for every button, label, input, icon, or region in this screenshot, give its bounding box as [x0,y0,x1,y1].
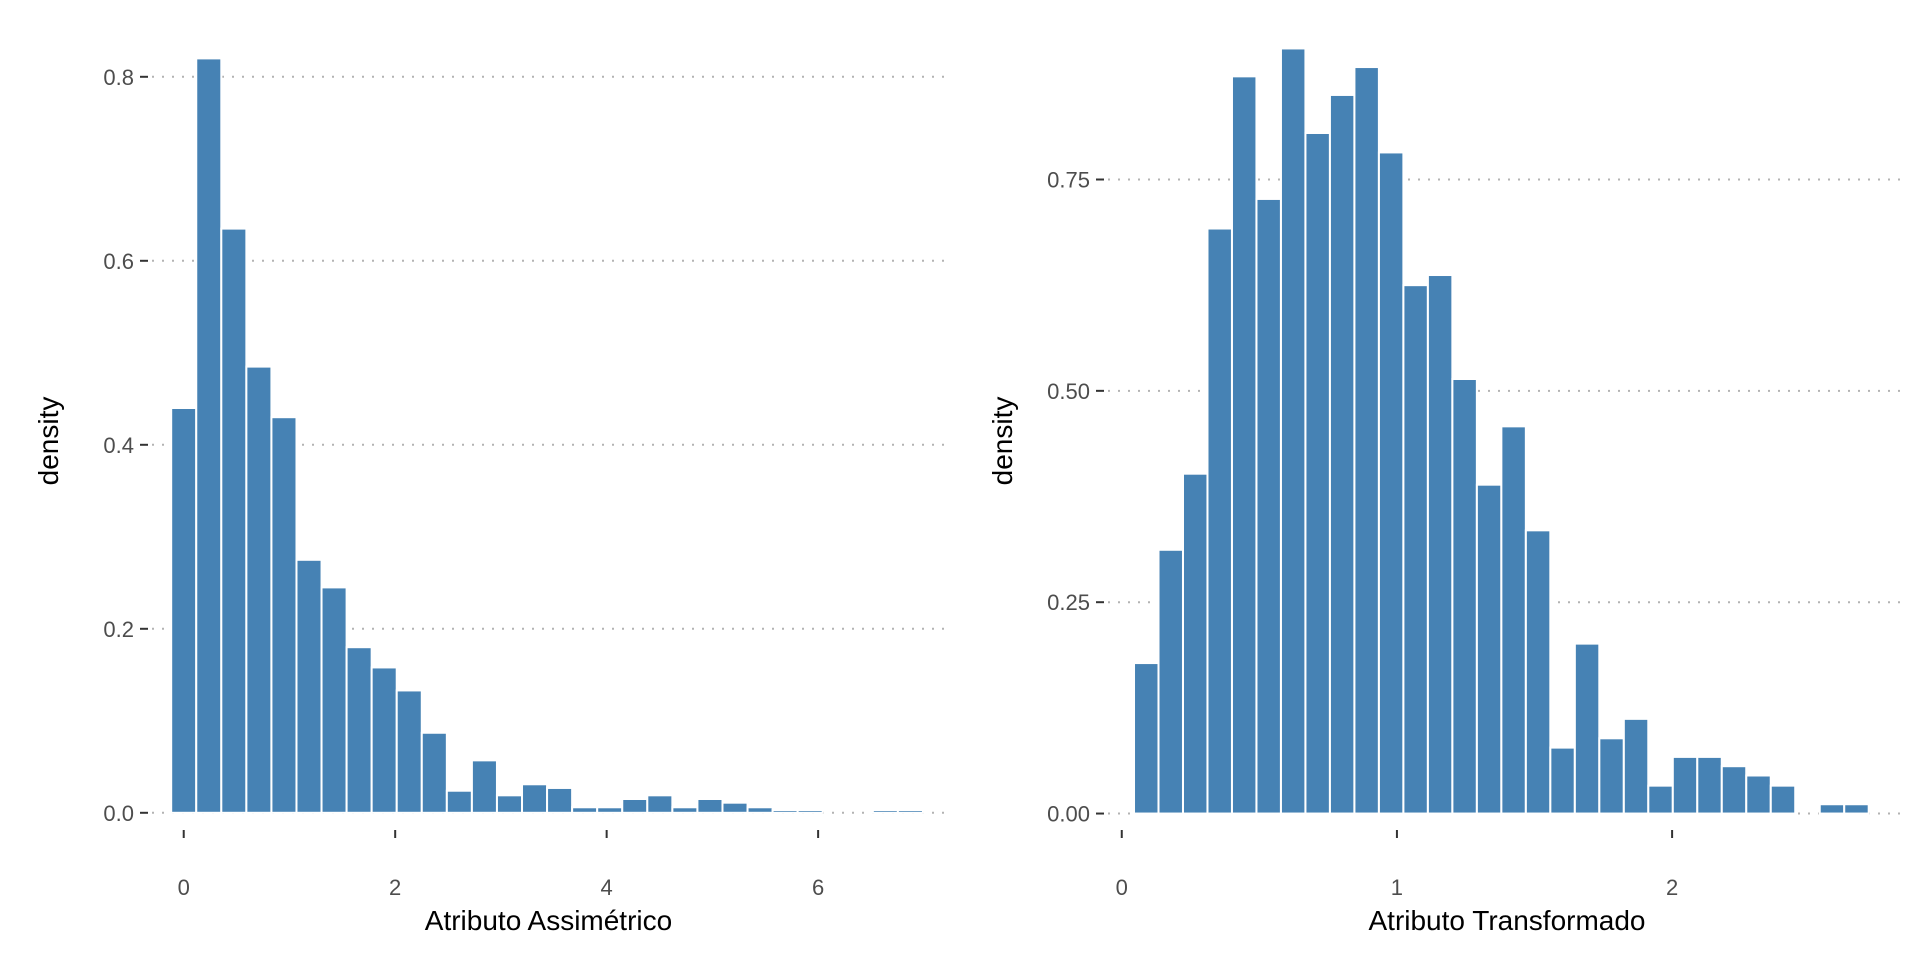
histogram-bar [1133,662,1160,815]
histogram-bar [245,365,273,814]
x-axis-title: Atributo Transformado [1368,905,1645,936]
histogram-bar [170,407,198,814]
histogram-bar [445,789,473,814]
x-tick-label: 0 [1116,875,1128,900]
histogram-bar [796,809,824,814]
histogram-bar [1451,378,1478,815]
y-tick-label: 0.00 [1047,802,1090,827]
y-tick-label: 0.4 [103,433,134,458]
histogram-bar [1475,483,1503,815]
histogram-bar [470,759,498,814]
x-tick-label: 0 [178,875,190,900]
histogram-bar [1377,151,1405,815]
histogram-bar [571,806,599,814]
x-tick-label: 1 [1391,875,1403,900]
histogram-bar [1671,755,1699,815]
histogram-bar [896,809,924,814]
histogram-bar [621,798,649,814]
histogram-bar [646,794,674,814]
x-axis-title: Atributo Assimétrico [425,905,672,936]
histogram-bar [521,783,549,814]
histogram-bar [1402,284,1429,815]
histogram-bar [1279,47,1307,815]
histogram-bar [1206,227,1233,815]
histogram-bar [345,646,373,814]
histogram-bar [1304,131,1331,815]
histogram-bar [1230,75,1258,815]
histogram-bar [420,731,448,814]
histogram-bar [370,666,398,814]
histogram-bar [1524,529,1552,815]
y-tick-label: 0.8 [103,65,134,90]
histogram-bar [1157,548,1184,815]
histogram-bar [1573,642,1601,815]
histogram-bar [220,227,248,814]
x-tick-label: 6 [812,875,824,900]
histogram-bar [1426,274,1454,815]
histogram-bar [1843,803,1870,815]
histogram-bar [1328,93,1356,815]
histogram-bar [270,416,298,814]
histogram-bar [195,57,223,814]
y-tick-label: 0.6 [103,249,134,274]
histogram-bar [696,798,724,814]
y-tick-label: 0.75 [1047,167,1090,192]
histogram-bar [746,806,774,814]
histogram-bar [1720,765,1748,815]
histogram-bar [1255,197,1282,815]
histogram-bar [596,806,624,814]
histogram-bar [495,794,524,814]
histogram-bar [395,689,423,814]
histogram-bar [1745,774,1772,815]
x-tick-label: 2 [389,875,401,900]
right-histogram-panel: 0.00 0.25 0.50 0.75 0 1 2 Atributo Transformado… [987,47,1906,936]
histogram-bar [1647,784,1674,815]
histogram-bar [295,558,323,814]
histogram-bar [546,786,574,814]
y-tick-label: 0.25 [1047,590,1090,615]
histogram-bar [1549,746,1576,815]
histogram-bar [1353,66,1380,815]
y-axis-title: density [33,397,64,486]
histogram-bar [1696,755,1723,815]
histogram-bar [1818,803,1846,815]
x-tick-label: 2 [1666,875,1678,900]
y-tick-label: 0.0 [103,801,134,826]
y-tick-label: 0.50 [1047,379,1090,404]
histogram-bar [721,801,749,814]
x-tick-label: 4 [601,875,613,900]
histogram-bar [1500,425,1527,815]
histogram-bar [771,809,799,814]
histogram-bar [871,809,899,814]
y-axis-title: density [987,397,1018,486]
histogram-bar [1622,717,1650,815]
histogram-bar [671,806,699,814]
histogram-bar [1181,472,1209,815]
histogram-bar [1598,737,1625,815]
histogram-bar [1769,784,1797,815]
left-histogram-panel: 0.0 0.2 0.4 0.6 0.8 0 2 4 6 Atributo Assimétrico d… [33,57,945,936]
y-tick-label: 0.2 [103,617,134,642]
histogram-bar [320,586,348,814]
